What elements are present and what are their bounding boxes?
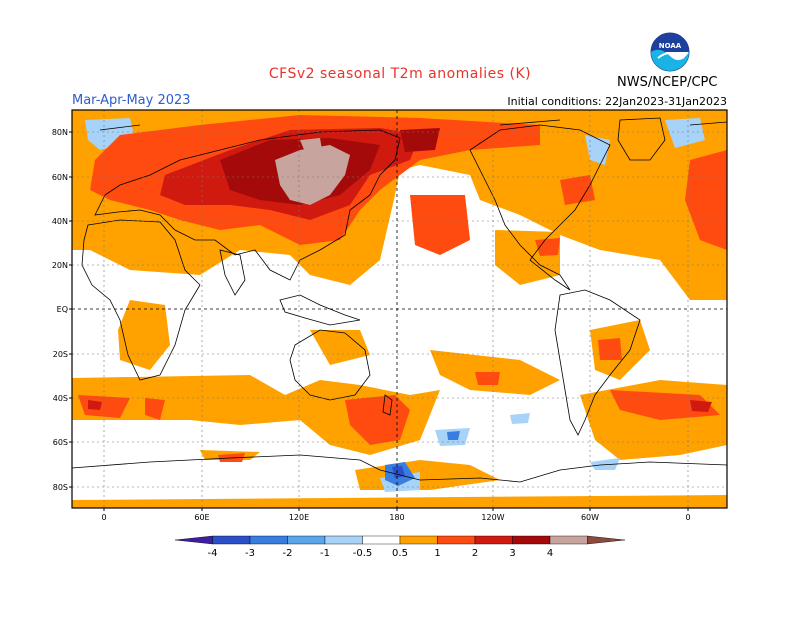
lat-tick-label: 40S	[53, 394, 68, 403]
colorbar-label: 2	[472, 548, 478, 559]
lat-tick-label: 60N	[52, 173, 68, 182]
lon-tick-label: 60W	[581, 513, 599, 522]
colorbar-label: 3	[509, 548, 515, 559]
initial-conditions-label: Initial conditions: 22Jan2023-31Jan2023	[507, 95, 727, 108]
map-title: CFSv2 seasonal T2m anomalies (K)	[268, 66, 532, 82]
colorbar-label: -2	[283, 548, 293, 559]
lat-tick-label: 80N	[52, 128, 68, 137]
colorbar-segment	[587, 535, 626, 545]
lat-tick-label: 20S	[53, 350, 68, 359]
colorbar-label: -4	[208, 548, 218, 559]
colorbar-segment	[287, 535, 326, 545]
longitude-ticks: 0 60E 120E 180 120W 60W 0	[101, 508, 691, 522]
noaa-logo-text: NOAA	[659, 42, 682, 50]
anomaly-field	[72, 110, 727, 508]
lat-tick-label: 60S	[53, 438, 68, 447]
lat-tick-label: EQ	[57, 305, 68, 314]
colorbar-label: -1	[320, 548, 330, 559]
noaa-logo-icon: NOAA	[650, 32, 690, 72]
colorbar-segment	[512, 535, 551, 545]
colorbar-label: 1	[434, 548, 440, 559]
anomaly-level-neg-3	[392, 466, 405, 478]
colorbar-segment	[324, 535, 363, 545]
anomaly-level-5	[275, 138, 350, 205]
colorbar-segment	[549, 535, 588, 545]
colorbar-segment	[399, 535, 438, 545]
colorbar-segment	[474, 535, 513, 545]
lon-tick-label: 120W	[481, 513, 504, 522]
colorbar-segment	[174, 535, 213, 545]
lat-tick-label: 40N	[52, 217, 68, 226]
agency-label: NWS/NCEP/CPC	[617, 75, 718, 90]
colorbar-label: 0.5	[392, 548, 408, 559]
lon-tick-label: 0	[101, 513, 106, 522]
lat-tick-label: 20N	[52, 261, 68, 270]
colorbar-segment	[249, 535, 288, 545]
coastlines	[72, 117, 727, 483]
colorbar: -4 -3 -2 -1 -0.5 0.5 1 2 3 4	[174, 535, 626, 559]
colorbar-label: -3	[245, 548, 255, 559]
lon-tick-label: 0	[685, 513, 690, 522]
season-label: Mar-Apr-May 2023	[72, 93, 191, 108]
latitude-ticks: 80N 60N 40N 20N EQ 20S 40S 60S 80S	[52, 128, 72, 492]
lon-tick-label: 180	[389, 513, 404, 522]
graticule	[72, 110, 727, 508]
lat-tick-label: 80S	[53, 483, 68, 492]
colorbar-segment	[437, 535, 476, 545]
colorbar-segment	[362, 535, 401, 545]
colorbar-label: -0.5	[353, 548, 373, 559]
lon-tick-label: 120E	[289, 513, 309, 522]
lon-tick-label: 60E	[194, 513, 209, 522]
colorbar-label: 4	[547, 548, 553, 559]
colorbar-segment	[212, 535, 251, 545]
